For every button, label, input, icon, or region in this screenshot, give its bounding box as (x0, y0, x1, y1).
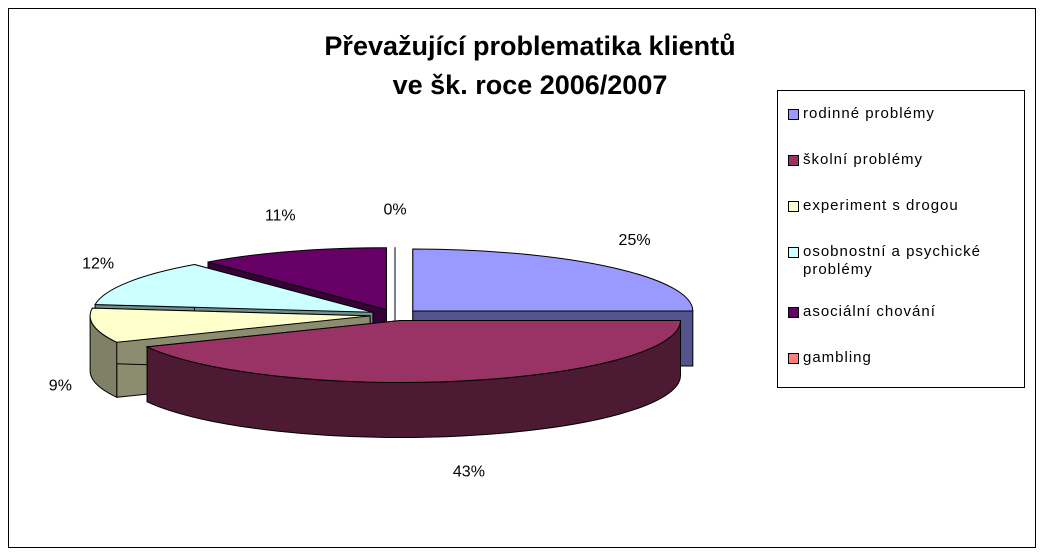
slice-top (145, 319, 682, 383)
legend-item: asociální chování (788, 303, 1018, 349)
chart-title: ve šk. roce 2006/2007 (393, 70, 668, 100)
legend-label: experiment s drogou (803, 197, 959, 214)
slice-top (94, 264, 374, 313)
legend-swatch (788, 155, 799, 166)
legend-item: experiment s drogou (788, 197, 1018, 243)
data-label: 43% (453, 463, 485, 480)
legend: rodinné problémy školní problémy experimen… (777, 90, 1025, 388)
slice-top (89, 307, 371, 343)
legend-item: gambling (788, 349, 1018, 395)
legend-label: asociální chování (803, 303, 936, 320)
legend-swatch (788, 353, 799, 364)
legend-swatch (788, 201, 799, 212)
legend-label: školní problémy (803, 151, 924, 168)
legend-swatch (788, 247, 799, 258)
data-label: 12% (82, 256, 114, 273)
data-label: 0% (383, 201, 406, 218)
legend-swatch (788, 307, 799, 318)
legend-item: osobnostní a psychické problémy (788, 243, 1018, 303)
data-label: 25% (619, 232, 651, 249)
legend-label: osobnostní a psychické problémy (803, 243, 981, 278)
legend-swatch (788, 109, 799, 120)
slice-top (412, 248, 694, 312)
data-label: 9% (49, 378, 72, 395)
data-label: 11% (265, 208, 296, 225)
legend-item: rodinné problémy (788, 105, 1018, 151)
chart-title: Převažující problematika klientů (324, 31, 735, 61)
legend-item: školní problémy (788, 151, 1018, 197)
slice-top (207, 247, 387, 311)
legend-label: gambling (803, 349, 872, 366)
slice (145, 319, 682, 438)
legend-label: rodinné problémy (803, 105, 935, 122)
